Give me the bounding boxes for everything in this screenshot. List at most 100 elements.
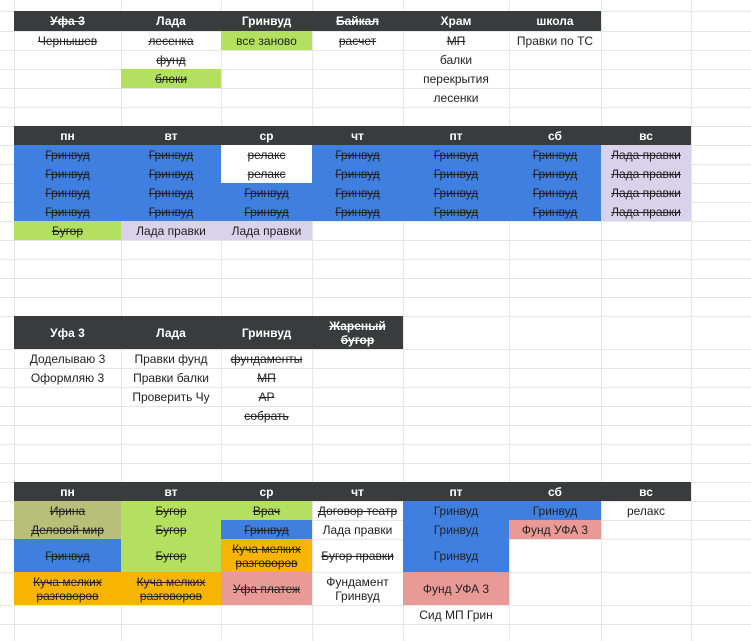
t1-cell[interactable]: балки [439,52,473,67]
t1-cell[interactable]: блоки [121,69,221,88]
w2-header-sun[interactable]: вс [601,482,691,501]
w2-header-mon[interactable]: пн [14,482,121,501]
w1-cell[interactable]: Гринвуд [121,202,221,221]
w1-cell[interactable]: Гринвуд [221,183,312,202]
w1-cell[interactable]: Гринвуд [509,183,601,202]
w2-cell[interactable]: Сид МП Грин [419,607,493,622]
w2-cell[interactable]: Гринвуд [14,539,121,572]
t1-cell[interactable]: фунд [156,52,186,67]
w1-cell[interactable]: Лада правки [601,202,691,221]
w1-header-wed[interactable]: ср [221,126,312,145]
w1-cell[interactable]: Лада правки [601,164,691,183]
w2-cell[interactable]: Куча мелких разговоров [121,572,221,605]
w2-cell[interactable]: Куча мелких разговоров [14,572,121,605]
w2-cell[interactable]: Куча мелких разговоров [221,539,312,572]
t1-cell[interactable]: Правки по ТС [516,33,594,48]
t2-cell[interactable]: АР [258,389,275,404]
w1-cell[interactable]: Гринвуд [312,183,403,202]
t1-cell[interactable]: МП [446,33,466,48]
w2-header-sat[interactable]: сб [509,482,601,501]
w2-header-thu[interactable]: чт [312,482,403,501]
w1-cell[interactable]: Гринвуд [121,164,221,183]
w1-cell[interactable]: Гринвуд [403,202,509,221]
w1-cell[interactable]: Гринвуд [14,183,121,202]
w1-cell[interactable]: Гринвуд [121,145,221,164]
w2-cell[interactable]: Фунд УФА 3 [403,572,509,605]
t2-cell[interactable]: МП [257,370,276,385]
w2-cell[interactable]: Гринвуд [221,520,312,539]
w1-cell[interactable]: Лада правки [601,183,691,202]
w1-header-fri[interactable]: пт [403,126,509,145]
w2-cell[interactable]: Бугор [121,539,221,572]
w1-cell[interactable]: Гринвуд [121,183,221,202]
w1-cell[interactable]: Лада правки [221,221,312,240]
w1-cell[interactable]: Гринвуд [221,202,312,221]
w2-cell[interactable]: Гринвуд [403,501,509,520]
t1-header-school[interactable]: школа [509,11,601,31]
w2-cell[interactable]: Договор театр [317,503,398,518]
w1-cell[interactable]: Гринвуд [14,202,121,221]
t2-cell[interactable]: Доделываю 3 [29,351,106,366]
w2-cell[interactable]: Фундамент Гринвуд [326,574,389,603]
w1-header-thu[interactable]: чт [312,126,403,145]
w2-header-tue[interactable]: вт [121,482,221,501]
w1-cell[interactable]: Гринвуд [312,145,403,164]
w1-header-tue[interactable]: вт [121,126,221,145]
w1-cell[interactable]: Гринвуд [312,164,403,183]
w2-cell[interactable]: Ирина [14,501,121,520]
t2-header-zharenyi-bugor[interactable]: Жареный бугор [312,316,403,349]
w2-cell[interactable]: Гринвуд [509,501,601,520]
w1-cell[interactable]: Гринвуд [509,202,601,221]
t2-cell[interactable]: Проверить Чу [132,389,210,404]
w1-cell[interactable]: Гринвуд [509,164,601,183]
t2-header-ufa3[interactable]: Уфа 3 [14,316,121,349]
t2-cell[interactable]: Правки фунд [134,351,208,366]
grid-line-horizontal [0,221,751,222]
w2-cell[interactable]: Фунд УФА 3 [509,520,601,539]
t1-header-greenwood[interactable]: Гринвуд [221,11,312,31]
w1-cell[interactable]: Гринвуд [403,183,509,202]
w2-cell[interactable]: Уфа платеж [221,572,312,605]
w2-header-wed[interactable]: ср [221,482,312,501]
t2-header-greenwood[interactable]: Гринвуд [221,316,312,349]
w1-header-sun[interactable]: вс [601,126,691,145]
t1-cell[interactable]: лесенка [148,33,194,48]
w1-cell[interactable]: релакс [221,145,312,164]
w2-cell[interactable]: Бугор [121,520,221,539]
w1-header-sat[interactable]: сб [509,126,601,145]
t1-header-baikal[interactable]: Байкал [312,11,403,31]
t2-cell[interactable]: фундаменты [230,351,303,366]
w1-cell[interactable]: Гринвуд [403,145,509,164]
w1-cell[interactable]: Гринвуд [509,145,601,164]
t1-cell[interactable]: все заново [221,31,312,50]
w2-cell[interactable]: Гринвуд [403,539,509,572]
w1-cell[interactable]: Гринвуд [403,164,509,183]
w1-cell[interactable]: Лада правки [601,145,691,164]
w2-cell[interactable]: Лада правки [322,522,393,537]
t1-header-ufa3[interactable]: Уфа 3 [14,11,121,31]
t1-header-lada[interactable]: Лада [121,11,221,31]
t1-cell[interactable]: Чернышев [37,33,98,48]
w1-cell[interactable]: Гринвуд [14,145,121,164]
t2-header-lada[interactable]: Лада [121,316,221,349]
w2-cell[interactable]: Бугор правки [321,548,394,563]
w2-cell[interactable]: релакс [626,503,665,518]
t2-cell[interactable]: собрать [244,408,289,423]
w2-header-fri[interactable]: пт [403,482,509,501]
w2-cell[interactable]: Деловой мир [14,520,121,539]
t1-header-hram[interactable]: Храм [403,11,509,31]
w2-cell[interactable]: Бугор [121,501,221,520]
w2-cell[interactable]: Гринвуд [403,520,509,539]
w1-cell[interactable]: релакс [221,164,312,183]
w1-cell[interactable]: Гринвуд [312,202,403,221]
w1-cell[interactable]: Бугор [14,221,121,240]
w1-cell[interactable]: Гринвуд [14,164,121,183]
t2-cell[interactable]: Оформляю 3 [30,370,105,385]
t1-cell[interactable]: лесенки [433,90,479,105]
w2-cell[interactable]: Врач [221,501,312,520]
t1-cell[interactable]: расчет [338,33,377,48]
t1-cell[interactable]: перекрытия [423,71,489,86]
w1-header-mon[interactable]: пн [14,126,121,145]
t2-cell[interactable]: Правки балки [133,370,209,385]
w1-cell[interactable]: Лада правки [121,221,221,240]
